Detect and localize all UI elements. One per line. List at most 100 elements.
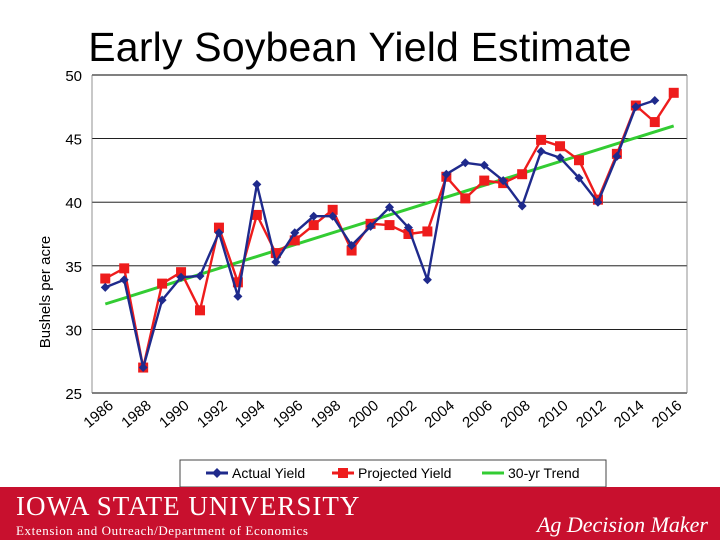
data-point (232, 277, 243, 288)
data-point (536, 134, 547, 145)
y-axis-ticks: 25 30 35 40 45 50 (65, 68, 82, 403)
x-tick-label: 2010 (535, 397, 571, 431)
x-tick-label: 1994 (232, 397, 268, 431)
data-point (649, 117, 660, 128)
data-point (119, 263, 130, 274)
data-point (555, 153, 565, 163)
data-point (233, 291, 243, 301)
data-point (100, 273, 111, 284)
y-tick-label: 30 (65, 322, 82, 339)
series-layer (100, 87, 679, 373)
x-tick-label: 2006 (459, 397, 495, 431)
data-point (157, 295, 167, 305)
y-tick-label: 40 (65, 195, 82, 212)
data-point (157, 278, 168, 289)
x-tick-label: 2000 (346, 397, 382, 431)
data-point (346, 245, 357, 256)
data-point (195, 271, 205, 281)
data-point (176, 272, 186, 282)
data-point (308, 220, 319, 231)
data-point (100, 282, 110, 292)
data-point (460, 193, 471, 204)
data-point (536, 146, 546, 156)
data-point (517, 201, 527, 211)
legend-item: 30-yr Trend (482, 465, 580, 481)
data-point (479, 160, 489, 170)
data-point (555, 141, 566, 152)
series-actual-yield (100, 95, 660, 373)
data-point (422, 226, 433, 237)
data-point (631, 102, 641, 112)
data-point (366, 221, 376, 231)
data-point (290, 228, 300, 238)
gridlines (91, 74, 688, 394)
footer-subtitle: Extension and Outreach/Department of Eco… (16, 523, 309, 538)
y-tick-label: 25 (65, 386, 82, 403)
data-point (214, 228, 224, 238)
legend-label: Actual Yield (232, 465, 305, 481)
data-point (573, 155, 584, 166)
legend-item: Actual Yield (206, 465, 305, 481)
legend-label: 30-yr Trend (508, 465, 580, 481)
data-point (347, 240, 357, 250)
x-tick-label: 1998 (308, 397, 344, 431)
x-tick-label: 1992 (194, 397, 230, 431)
data-point (479, 175, 490, 186)
data-point (403, 223, 413, 233)
data-point (441, 169, 451, 179)
data-point (327, 204, 338, 215)
data-point (328, 211, 338, 221)
legend-item: Projected Yield (332, 465, 451, 481)
legend-marker (212, 468, 222, 478)
data-point (195, 305, 206, 316)
data-point (138, 363, 148, 373)
series-line (104, 99, 656, 369)
data-point (650, 95, 660, 105)
data-point (612, 151, 622, 161)
data-point (517, 169, 528, 180)
x-tick-label: 2016 (649, 397, 685, 431)
legend-marker (338, 468, 348, 478)
series-line (104, 92, 675, 369)
data-point (422, 275, 432, 285)
x-tick-label: 2004 (421, 397, 457, 431)
y-tick-label: 50 (65, 68, 82, 85)
data-point (460, 158, 470, 168)
data-point (574, 173, 584, 183)
data-point (252, 179, 262, 189)
data-point (498, 176, 508, 186)
x-tick-label: 2002 (384, 397, 420, 431)
y-axis-label: Bushels per acre (37, 236, 54, 349)
data-point (385, 202, 394, 212)
data-point (384, 220, 395, 231)
data-point (593, 197, 603, 207)
legend: Actual Yield Projected Yield 30-yr Trend (179, 459, 607, 487)
data-point (251, 209, 262, 220)
data-point (271, 257, 281, 267)
x-tick-label: 2014 (611, 397, 647, 431)
x-tick-label: 1996 (270, 397, 306, 431)
footer: IOWA STATE UNIVERSITY Extension and Outr… (0, 487, 720, 540)
y-tick-label: 45 (65, 132, 82, 149)
footer-brand: Ag Decision Maker (536, 512, 708, 537)
slide-title: Early Soybean Yield Estimate (88, 24, 632, 70)
data-point (176, 267, 187, 278)
data-point (668, 87, 679, 98)
legend-label: Projected Yield (358, 465, 451, 481)
data-point (403, 229, 414, 239)
data-point (289, 235, 300, 246)
footer-logo: IOWA STATE UNIVERSITY (16, 491, 361, 521)
legend-box (179, 459, 607, 487)
x-tick-label: 1990 (156, 397, 192, 431)
x-tick-label: 1988 (118, 397, 154, 431)
data-point (270, 248, 281, 259)
y-tick-label: 35 (65, 259, 82, 276)
chart: 25 30 35 40 45 50 1986 1988 1990 1992 1994 1996 199… (37, 68, 688, 487)
x-tick-label: 2012 (573, 397, 609, 431)
data-point (309, 211, 319, 221)
data-point (213, 222, 224, 233)
x-tick-label: 1986 (80, 397, 116, 431)
x-tick-label: 2008 (497, 397, 533, 431)
x-axis-ticks: 1986 1988 1990 1992 1994 1996 1998 2000 2002 2004… (80, 397, 685, 431)
data-point (119, 275, 129, 285)
